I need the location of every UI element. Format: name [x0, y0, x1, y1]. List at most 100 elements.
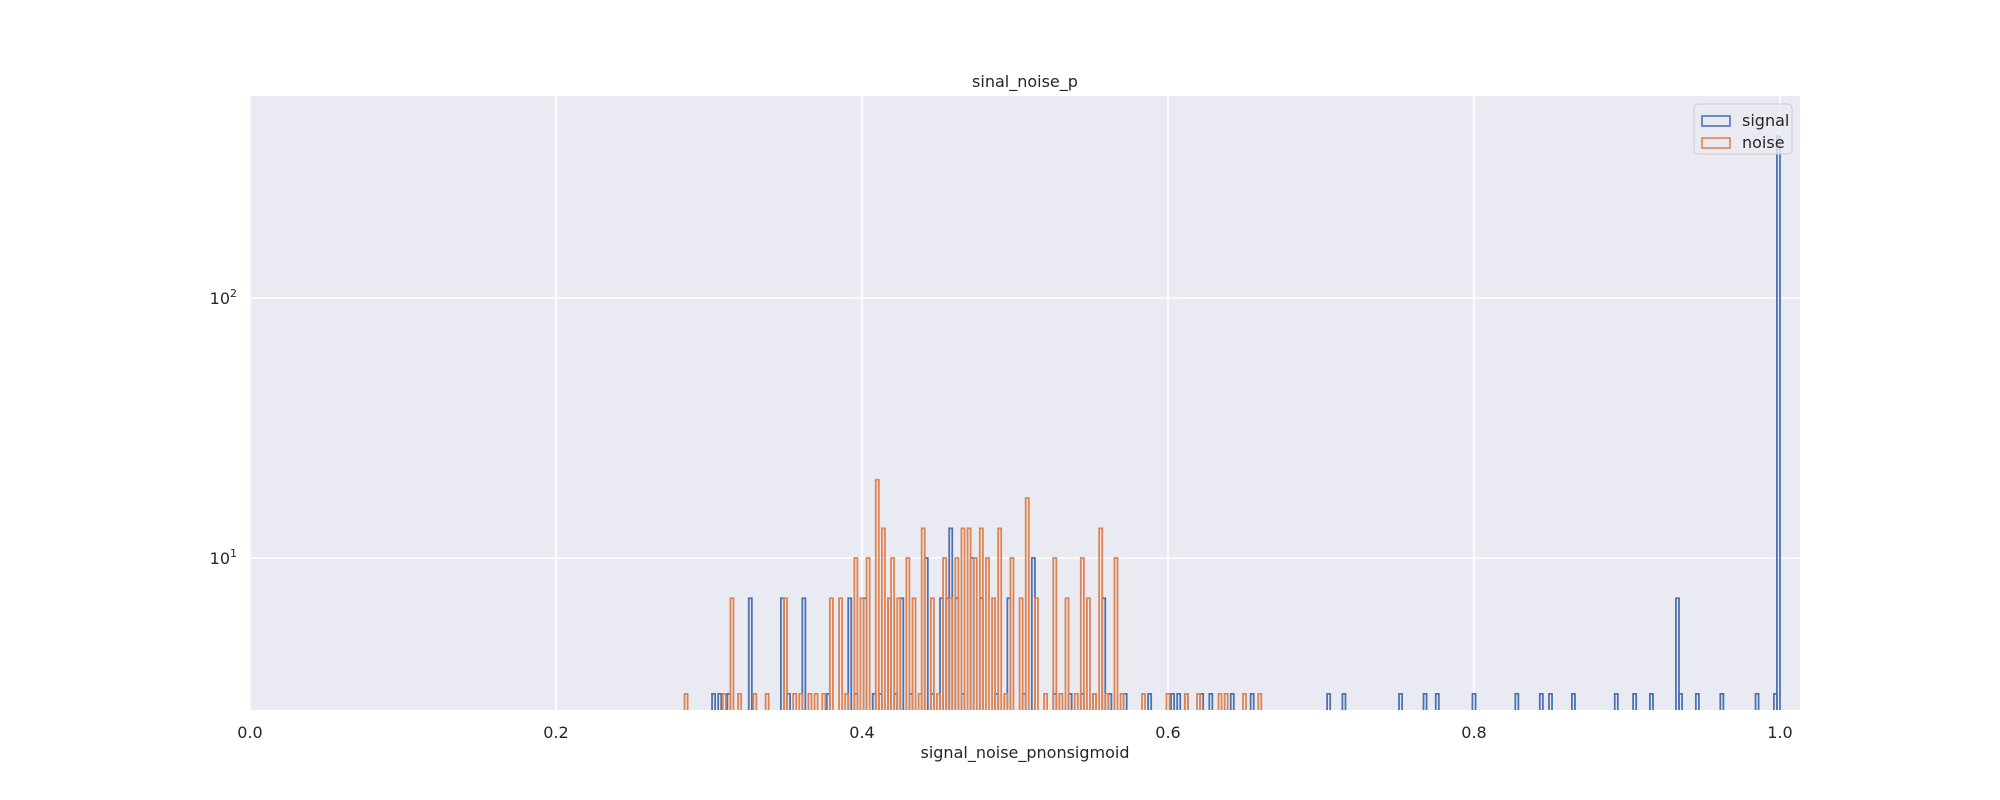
histogram-bin	[1033, 597, 1039, 710]
histogram-bin	[1104, 692, 1110, 710]
histogram-bin	[978, 527, 984, 710]
histogram-bin	[801, 597, 807, 710]
histogram-bin	[838, 597, 844, 710]
histogram-bin	[1141, 692, 1146, 710]
x-tick-label: 0.8	[1461, 723, 1486, 742]
x-tick-label: 0.6	[1155, 723, 1180, 742]
histogram-bin	[1092, 692, 1097, 710]
histogram-bin	[859, 597, 865, 710]
histogram-bin	[752, 692, 758, 710]
histogram-bin	[717, 692, 723, 710]
histogram-bin	[1719, 692, 1725, 710]
histogram-bin	[1208, 692, 1214, 710]
histogram-bin	[880, 527, 886, 710]
histogram-bin	[721, 692, 727, 710]
chart-title: sinal_noise_p	[972, 72, 1078, 92]
histogram-bin	[966, 527, 972, 710]
histogram-bin	[954, 557, 960, 710]
histogram-bin	[683, 692, 689, 710]
histogram-bin	[1242, 692, 1247, 710]
histogram-bin	[1147, 692, 1153, 710]
x-tick-label: 0.4	[849, 723, 874, 742]
histogram-bin	[1249, 692, 1255, 710]
histogram-bin	[1223, 692, 1229, 710]
histogram-bin	[1434, 692, 1440, 710]
histogram-bin	[1003, 692, 1009, 710]
histogram-bin	[1675, 597, 1680, 710]
histogram-bin	[1073, 692, 1079, 710]
histogram-bin	[1571, 692, 1576, 710]
histogram-bin	[1229, 692, 1235, 710]
histogram-bin	[844, 692, 850, 710]
x-tick-label: 1.0	[1767, 723, 1792, 742]
histogram-bin	[798, 692, 804, 710]
legend-label-noise: noise	[1742, 133, 1785, 152]
histogram-bin	[905, 557, 911, 710]
histogram-bin	[1024, 497, 1030, 710]
histogram-bin	[1326, 692, 1332, 710]
histogram-bin	[1514, 692, 1520, 710]
histogram-bin	[1548, 692, 1553, 710]
histogram-bin	[1398, 692, 1403, 710]
histogram-bin	[1678, 692, 1683, 710]
histogram-bin	[920, 527, 926, 710]
histogram-bin	[911, 597, 917, 710]
histogram-bin	[711, 692, 717, 710]
histogram-bin	[896, 597, 902, 710]
histogram-bin	[997, 527, 1003, 710]
histogram-bin	[1649, 692, 1654, 710]
legend-label-signal: signal	[1742, 111, 1789, 130]
histogram-bin	[1079, 557, 1085, 710]
histogram-bin	[1064, 597, 1070, 710]
histogram-bin	[1052, 557, 1058, 710]
histogram-bin	[972, 557, 978, 710]
histogram-bin	[813, 692, 819, 710]
histogram-bin	[783, 597, 788, 710]
histogram-bin	[890, 557, 896, 710]
histogram-bin	[792, 692, 798, 710]
y-tick-label: 102	[210, 287, 237, 308]
histogram-bin	[737, 692, 743, 710]
histogram-bin	[1632, 692, 1638, 710]
histogram-bin	[1694, 692, 1700, 710]
histogram-bin	[1422, 692, 1428, 710]
histogram-bin	[1613, 692, 1619, 710]
histogram-bin	[1217, 692, 1223, 710]
histogram-bin	[847, 597, 853, 710]
legend-swatch-signal	[1701, 115, 1731, 127]
histogram-bin	[1113, 557, 1119, 710]
histogram-bin	[747, 597, 753, 710]
histogram-bin	[1170, 692, 1176, 710]
histogram-bin	[853, 557, 859, 710]
histogram-bin	[821, 692, 827, 710]
histogram-bin	[1119, 692, 1125, 710]
histogram-bin	[874, 478, 880, 710]
histogram-bin	[1058, 692, 1064, 710]
histogram-bin	[960, 527, 966, 710]
x-axis-ticks: 0.0 0.2 0.4 0.6 0.8 1.0	[237, 723, 1792, 742]
histogram-bin	[1538, 692, 1544, 710]
x-axis-label: signal_noise_pnonsigmoid	[920, 743, 1129, 763]
histogram-bin	[1086, 597, 1091, 710]
histogram-bin	[729, 597, 735, 710]
histogram-bin	[1471, 692, 1477, 710]
histogram-bin	[764, 692, 770, 710]
histogram-bin	[936, 692, 941, 710]
histogram-bin	[1165, 692, 1171, 710]
histogram-bin	[1009, 557, 1015, 710]
y-axis-ticks: 101 102	[210, 287, 237, 568]
histogram-bin	[1257, 692, 1263, 710]
x-tick-label: 0.0	[237, 723, 262, 742]
y-tick-label: 101	[210, 547, 237, 568]
histogram-bin	[991, 597, 997, 710]
histogram-bin	[1183, 692, 1189, 710]
series-noise	[683, 478, 1263, 710]
histogram-bin	[948, 597, 954, 710]
histogram-bin	[929, 597, 935, 710]
histogram-bin	[1176, 692, 1182, 710]
histogram-bin	[865, 557, 871, 710]
histogram-bin	[1098, 527, 1104, 710]
histogram-bin	[1341, 692, 1347, 710]
histogram-bin	[1196, 692, 1202, 710]
